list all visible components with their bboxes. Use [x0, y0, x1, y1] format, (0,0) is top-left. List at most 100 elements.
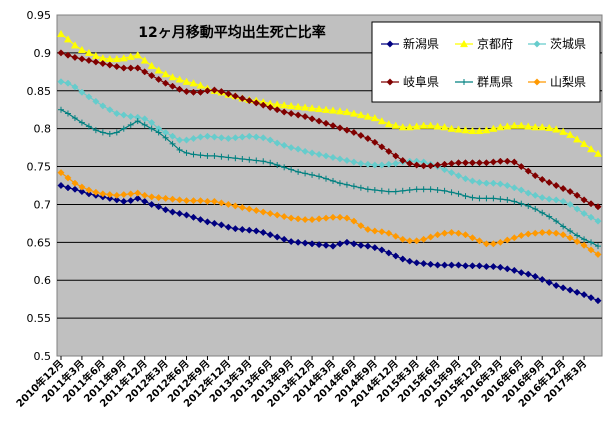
data-point [295, 168, 302, 175]
data-point [322, 119, 330, 127]
data-point [321, 105, 331, 113]
data-point [238, 94, 246, 102]
data-point [196, 88, 205, 96]
data-point [217, 221, 225, 229]
data-point [266, 136, 274, 144]
data-point [133, 51, 142, 59]
data-point [441, 166, 449, 174]
data-point [203, 87, 212, 95]
data-point [363, 112, 372, 120]
data-point [468, 177, 477, 185]
data-point [343, 238, 351, 246]
data-point [287, 144, 295, 152]
data-point [315, 117, 323, 125]
data-point [169, 140, 176, 147]
data-point [64, 110, 71, 117]
data-point [525, 202, 532, 209]
data-point [433, 122, 442, 130]
data-point [134, 189, 142, 197]
data-point [413, 237, 421, 245]
data-point [106, 106, 114, 114]
series-2 [56, 29, 603, 157]
data-point [224, 90, 232, 98]
data-point [78, 119, 85, 126]
data-point [496, 263, 504, 271]
data-point [71, 115, 78, 122]
data-point [63, 35, 72, 43]
series-5 [58, 106, 601, 250]
data-point [204, 152, 211, 159]
legend-item: 群馬県 [455, 75, 513, 89]
data-point [287, 214, 295, 222]
data-point [469, 194, 476, 201]
data-point [274, 162, 281, 169]
data-point [461, 262, 470, 270]
data-point [294, 102, 303, 110]
data-point [210, 133, 218, 141]
data-point [413, 161, 421, 169]
data-point [176, 146, 183, 153]
data-point [371, 244, 379, 252]
data-point [440, 123, 449, 131]
data-point [85, 56, 93, 65]
data-point [524, 167, 532, 175]
data-point [120, 197, 128, 205]
data-point [315, 150, 323, 158]
data-point [559, 197, 567, 205]
data-point [482, 159, 490, 167]
data-point [482, 240, 490, 248]
data-point [78, 188, 86, 196]
data-point [155, 129, 162, 136]
data-point [56, 29, 66, 38]
data-point [231, 225, 239, 233]
data-point [176, 85, 184, 93]
data-point [350, 158, 358, 166]
data-point [588, 239, 595, 246]
data-point [301, 216, 309, 224]
data-point [594, 297, 602, 305]
data-point [308, 104, 317, 112]
data-point [392, 159, 400, 168]
data-point [475, 178, 483, 187]
y-tick-label: 0.75 [27, 161, 52, 174]
data-point [252, 206, 260, 215]
data-point [538, 228, 546, 237]
data-point [259, 208, 267, 216]
data-point [426, 121, 435, 129]
data-point [510, 158, 518, 166]
data-point [260, 158, 267, 165]
data-point [294, 111, 302, 119]
data-point [462, 193, 469, 200]
data-point [134, 194, 142, 202]
data-point [420, 162, 428, 170]
legend-label: 茨城県 [550, 37, 586, 51]
data-point [399, 255, 407, 263]
data-point [316, 173, 323, 180]
y-tick-label: 0.9 [34, 47, 52, 60]
data-point [148, 72, 156, 80]
data-point [162, 194, 170, 202]
data-point [573, 205, 581, 213]
data-point [196, 133, 205, 141]
data-point [238, 133, 246, 141]
data-point [356, 110, 365, 119]
data-point [552, 229, 560, 237]
data-point [475, 159, 483, 167]
data-point [120, 111, 128, 119]
data-point [559, 231, 567, 239]
data-point [106, 61, 114, 69]
data-point [489, 158, 497, 166]
data-point [252, 99, 260, 107]
data-point [545, 123, 554, 132]
data-point [545, 228, 553, 237]
legend-label: 山梨県 [550, 75, 586, 89]
data-point [162, 79, 170, 87]
data-point [127, 197, 135, 205]
data-point [168, 73, 177, 81]
data-point [245, 132, 253, 140]
data-point [175, 75, 184, 83]
y-tick-label: 0.7 [34, 198, 52, 211]
data-point [329, 122, 337, 130]
data-point [594, 217, 602, 225]
x-axis-ticks: 2010年12月2011年3月2011年6月2011年9月2011年12月201… [13, 356, 589, 410]
